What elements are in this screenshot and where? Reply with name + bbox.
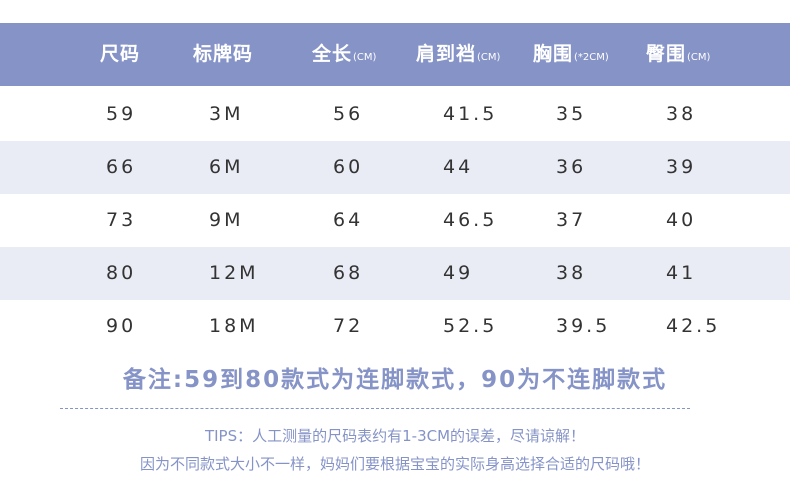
cell-hip: 41	[666, 262, 697, 284]
cell-shoulder-crotch: 46.5	[443, 209, 498, 231]
table-row: 80 12M 68 49 38 41	[0, 247, 790, 300]
cell-label-size: 18M	[209, 315, 259, 337]
cell-size: 73	[106, 209, 137, 231]
cell-size: 59	[106, 103, 137, 125]
cell-label-size: 9M	[209, 209, 244, 231]
cell-length: 56	[333, 103, 364, 125]
cell-size: 66	[106, 156, 137, 178]
style-note: 备注:59到80款式为连脚款式，90为不连脚款式	[122, 367, 668, 393]
table-row: 59 3M 56 41.5 35 38	[0, 88, 790, 141]
header-shoulder-crotch: 肩到裆(CM)	[416, 43, 501, 65]
cell-shoulder-crotch: 44	[443, 156, 474, 178]
table-row: 66 6M 60 44 36 39	[0, 141, 790, 194]
cell-length: 60	[333, 156, 364, 178]
cell-chest: 38	[556, 262, 587, 284]
cell-chest: 37	[556, 209, 587, 231]
cell-shoulder-crotch: 41.5	[443, 103, 498, 125]
dashed-divider	[60, 408, 690, 409]
cell-hip: 42.5	[666, 315, 721, 337]
header-hip: 臀围(CM)	[646, 43, 711, 65]
cell-size: 80	[106, 262, 137, 284]
header-length: 全长(CM)	[312, 43, 377, 65]
table-row: 73 9M 64 46.5 37 40	[0, 194, 790, 247]
cell-label-size: 6M	[209, 156, 244, 178]
cell-label-size: 12M	[209, 262, 259, 284]
cell-chest: 35	[556, 103, 587, 125]
header-label-size: 标牌码	[193, 43, 254, 65]
cell-shoulder-crotch: 52.5	[443, 315, 498, 337]
cell-length: 68	[333, 262, 364, 284]
header-chest: 胸围(*2CM)	[533, 43, 609, 65]
tips-line-1: TIPS：人工测量的尺码表约有1-3CM的误差，尽请谅解！	[204, 427, 586, 445]
tips-line-2: 因为不同款式大小不一样，妈妈们要根据宝宝的实际身高选择合适的尺码哦！	[139, 455, 650, 473]
cell-label-size: 3M	[209, 103, 244, 125]
cell-hip: 39	[666, 156, 697, 178]
table-header: 尺码 标牌码 全长(CM) 肩到裆(CM) 胸围(*2CM) 臀围(CM)	[0, 23, 790, 86]
table-row: 90 18M 72 52.5 39.5 42.5	[0, 300, 790, 353]
cell-length: 64	[333, 209, 364, 231]
header-size: 尺码	[100, 43, 141, 65]
cell-size: 90	[106, 315, 137, 337]
cell-chest: 39.5	[556, 315, 611, 337]
cell-length: 72	[333, 315, 364, 337]
cell-hip: 38	[666, 103, 697, 125]
cell-chest: 36	[556, 156, 587, 178]
cell-shoulder-crotch: 49	[443, 262, 474, 284]
cell-hip: 40	[666, 209, 697, 231]
